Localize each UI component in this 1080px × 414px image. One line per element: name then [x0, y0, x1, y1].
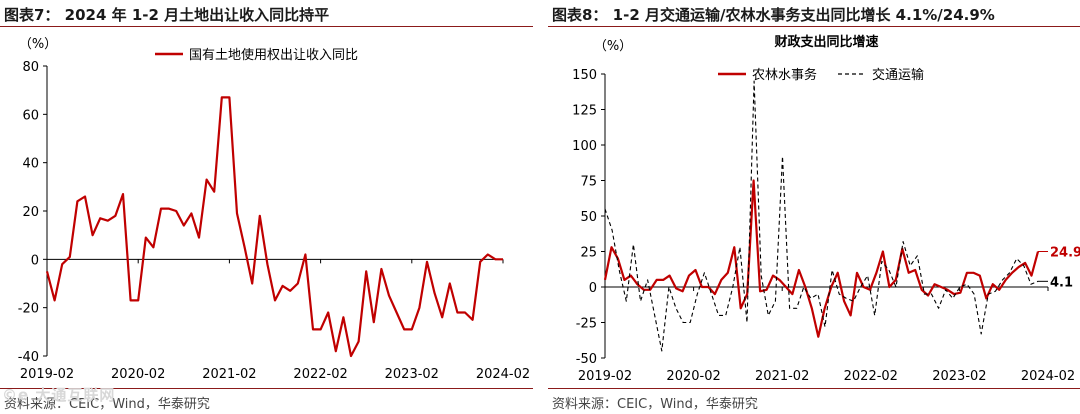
left-y-tick-label: 20 — [22, 205, 39, 220]
right-x-tick-label: 2020-02 — [666, 369, 720, 384]
left-title-bar: 图表7： 2024 年 1-2 月土地出让收入同比持平 — [0, 0, 533, 27]
right-end-label-1: 24.9 — [1050, 246, 1080, 261]
left-chart-panel: 图表7： 2024 年 1-2 月土地出让收入同比持平 （%） -40 -20 0 20… — [0, 0, 533, 413]
left-x-tick-label: 2022-02 — [293, 367, 347, 382]
left-source-bar: 资料来源：CEIC，Wind，华泰研究 — [0, 388, 533, 414]
right-x-tick-label: 2019-02 — [578, 369, 632, 384]
left-y-tick-label: 60 — [22, 108, 39, 123]
left-x-tick-label: 2020-02 — [111, 367, 165, 382]
watermark-text: ©e 大通互联网 — [2, 386, 116, 404]
left-y-tick-label: 40 — [22, 157, 39, 172]
right-x-tick-label: 2022-02 — [844, 369, 898, 384]
right-plot-title: 财政支出同比增速 — [774, 34, 878, 50]
right-unit-label: （%） — [594, 39, 632, 54]
right-y-tick-label: 25 — [580, 246, 597, 261]
left-x-tick-label: 2021-02 — [202, 367, 256, 382]
right-y-tick-label: 125 — [572, 104, 597, 119]
right-chart-panel: 图表8： 1-2 月交通运输/农林水事务支出同比增长 4.1%/24.9% 财政… — [548, 0, 1080, 413]
left-y-tick-label: 80 — [22, 60, 39, 75]
right-x-tick-label: 2021-02 — [755, 369, 809, 384]
right-x-tick-label: 2024-02 — [1021, 369, 1075, 384]
right-end-label-2: 4.1 — [1050, 275, 1073, 290]
right-y-tick-label: 0 — [589, 281, 597, 296]
left-series-line-1 — [45, 96, 503, 358]
right-y-tick-label: 50 — [580, 210, 597, 225]
right-y-tick-label: 100 — [572, 139, 597, 154]
left-y-tick-label: 0 — [31, 253, 39, 268]
right-source-text: 资料来源：CEIC，Wind，华泰研究 — [552, 397, 758, 412]
left-line-chart: （%） -40 -20 0 20 40 60 80 2019-02 2020-02 2021-02 2… — [18, 37, 530, 382]
right-source-bar: 资料来源：CEIC，Wind，华泰研究 — [548, 388, 1080, 414]
right-legend-label-2: 交通运输 — [872, 67, 924, 83]
right-x-tick-label: 2023-02 — [932, 369, 986, 384]
right-y-tick-label: 150 — [572, 68, 597, 83]
right-title-bar: 图表8： 1-2 月交通运输/农林水事务支出同比增长 4.1%/24.9% — [548, 0, 1080, 27]
left-y-tick-label: -20 — [18, 302, 39, 317]
right-y-tick-label: 75 — [580, 175, 597, 190]
left-legend-label-1: 国有土地使用权出让收入同比 — [189, 47, 358, 63]
right-legend-label-1: 农林水事务 — [752, 67, 817, 83]
left-unit-label: （%） — [19, 37, 57, 52]
right-chart-title: 图表8： 1-2 月交通运输/农林水事务支出同比增长 4.1%/24.9% — [552, 6, 995, 24]
left-chart-title: 图表7： 2024 年 1-2 月土地出让收入同比持平 — [4, 6, 330, 24]
right-line-chart: 财政支出同比增速 （%） -50 -25 0 25 50 75 100 125 150 2019-02… — [572, 34, 1080, 384]
right-series-line-2 — [604, 80, 1039, 352]
right-series-line-1 — [603, 179, 1040, 338]
left-y-tick-label: -40 — [18, 350, 39, 365]
left-x-tick-label: 2023-02 — [385, 367, 439, 382]
left-x-tick-label: 2019-02 — [20, 367, 74, 382]
left-x-tick-label: 2024-02 — [476, 367, 530, 382]
left-source-text: 资料来源：CEIC，Wind，华泰研究 — [4, 397, 210, 412]
right-y-tick-label: -50 — [576, 352, 597, 367]
right-y-tick-label: -25 — [576, 317, 597, 332]
